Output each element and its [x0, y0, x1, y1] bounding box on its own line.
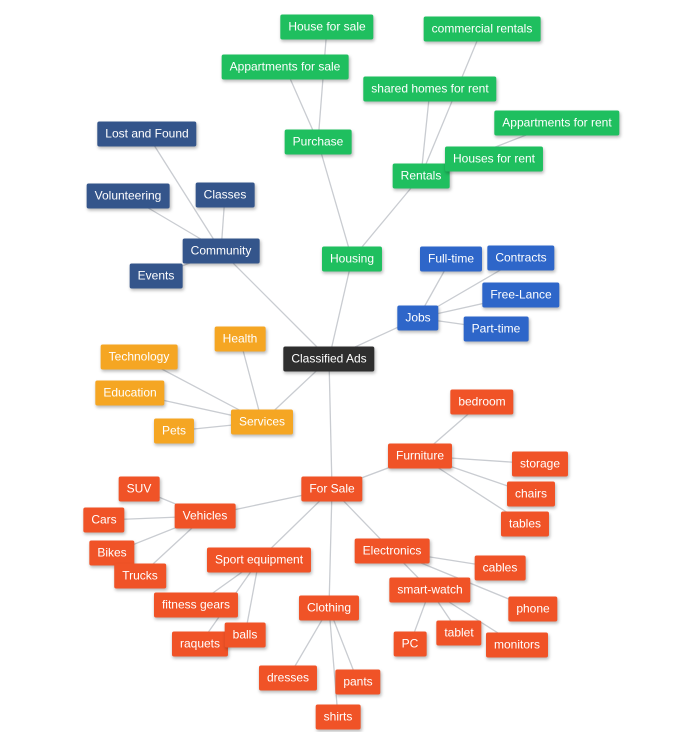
node-technology[interactable]: Technology	[100, 344, 178, 370]
node-tablet[interactable]: tablet	[436, 620, 482, 646]
node-pc[interactable]: PC	[393, 631, 427, 657]
node-rentals[interactable]: Rentals	[392, 163, 450, 189]
node-suv[interactable]: SUV	[118, 476, 160, 502]
node-balls[interactable]: balls	[224, 622, 266, 648]
node-cars[interactable]: Cars	[83, 507, 125, 533]
node-community[interactable]: Community	[182, 238, 260, 264]
node-housing[interactable]: Housing	[321, 246, 383, 272]
node-storage[interactable]: storage	[511, 451, 569, 477]
node-contracts[interactable]: Contracts	[487, 245, 555, 271]
edge-root-for_sale	[328, 358, 333, 490]
edge-clothing-shirts	[328, 607, 339, 718]
node-house-for-sale[interactable]: House for sale	[280, 14, 374, 40]
node-appartments-for-sale[interactable]: Appartments for sale	[221, 54, 349, 80]
node-classes[interactable]: Classes	[195, 182, 255, 208]
node-raquets[interactable]: raquets	[171, 631, 229, 657]
node-purchase[interactable]: Purchase	[284, 129, 352, 155]
node-cables[interactable]: cables	[474, 555, 526, 581]
edge-rentals-commercial_rentals	[420, 28, 483, 177]
node-phone[interactable]: phone	[508, 596, 558, 622]
node-smart-watch[interactable]: smart-watch	[389, 577, 471, 603]
node-lost-and-found[interactable]: Lost and Found	[97, 121, 197, 147]
edge-rentals-shared_homes_for_rent	[420, 88, 431, 177]
node-clothing[interactable]: Clothing	[298, 595, 360, 621]
edge-root-community	[220, 250, 330, 360]
edge-purchase-house_for_sale	[317, 26, 328, 143]
node-commercial-rentals[interactable]: commercial rentals	[423, 16, 541, 42]
node-services[interactable]: Services	[230, 409, 294, 435]
node-vehicles[interactable]: Vehicles	[174, 503, 236, 529]
node-full-time[interactable]: Full-time	[419, 246, 483, 272]
node-electronics[interactable]: Electronics	[354, 538, 430, 564]
node-tables[interactable]: tables	[500, 511, 550, 537]
edge-community-lost_and_found	[146, 133, 222, 252]
node-pants[interactable]: pants	[335, 669, 381, 695]
node-appartments-for-rent[interactable]: Appartments for rent	[494, 110, 620, 136]
node-classified-ads[interactable]: Classified Ads	[283, 346, 375, 372]
node-chairs[interactable]: chairs	[506, 481, 556, 507]
node-dresses[interactable]: dresses	[258, 665, 318, 691]
edge-housing-purchase	[317, 141, 353, 260]
node-fitness-gears[interactable]: fitness gears	[153, 592, 239, 618]
node-trucks[interactable]: Trucks	[114, 563, 166, 589]
node-shirts[interactable]: shirts	[315, 704, 361, 730]
node-health[interactable]: Health	[214, 326, 266, 352]
node-sport-equipment[interactable]: Sport equipment	[206, 547, 312, 573]
node-shared-homes-for-rent[interactable]: shared homes for rent	[363, 76, 497, 102]
node-houses-for-rent[interactable]: Houses for rent	[444, 146, 544, 172]
node-jobs[interactable]: Jobs	[397, 305, 439, 331]
node-furniture[interactable]: Furniture	[387, 443, 453, 469]
node-pets[interactable]: Pets	[153, 418, 195, 444]
node-bikes[interactable]: Bikes	[89, 540, 135, 566]
edge-housing-rentals	[351, 175, 422, 260]
node-education[interactable]: Education	[95, 380, 165, 406]
node-free-lance[interactable]: Free-Lance	[482, 282, 560, 308]
node-events[interactable]: Events	[129, 263, 183, 289]
edge-root-housing	[328, 258, 353, 360]
node-bedroom[interactable]: bedroom	[450, 389, 514, 415]
edge-for_sale-clothing	[328, 488, 333, 609]
node-volunteering[interactable]: Volunteering	[86, 183, 170, 209]
edge-services-health	[239, 338, 263, 423]
node-for-sale[interactable]: For Sale	[301, 476, 363, 502]
node-monitors[interactable]: monitors	[485, 632, 549, 658]
node-part-time[interactable]: Part-time	[463, 316, 529, 342]
